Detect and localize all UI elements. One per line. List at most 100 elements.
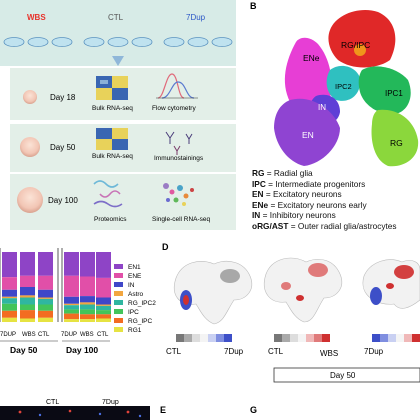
d-map-ctl-7dup <box>174 261 253 325</box>
c-bar-segment <box>80 304 95 310</box>
g-day50-box <box>273 367 420 383</box>
c-bar-segment <box>38 310 53 318</box>
group-label-wbs: WBS <box>27 13 46 22</box>
assay-label-flow-cytometry: Flow cytometry <box>152 105 196 112</box>
organoid-day50 <box>20 137 40 157</box>
c-bar-segment <box>38 317 53 322</box>
cluster-small-orange <box>354 44 366 56</box>
c-bar-segment <box>80 309 95 315</box>
c-bar-segment <box>2 277 17 290</box>
c-group-label-50: Day 50 <box>10 345 38 355</box>
legend-row-en: EN = Excitatory neurons <box>252 189 342 200</box>
bulk-rnaseq-heatmap-2 <box>96 128 128 150</box>
legend-row-rg: RG = Radial glia <box>252 168 313 178</box>
cluster-ipc1 <box>358 66 411 115</box>
c-bar-segment <box>2 289 17 297</box>
g-day50-label: Day 50 <box>330 371 356 380</box>
c-xtick-100-ctl: CTL <box>97 332 109 338</box>
d-scale-2-left: CTL <box>268 347 284 356</box>
assay-label-proteomics: Proteomics <box>94 216 127 223</box>
legend-row-ene: ENe = Excitatory neurons early <box>252 199 367 210</box>
scrna-mini-umap <box>163 183 194 206</box>
cluster-en <box>274 98 340 166</box>
stage-box-day100 <box>10 174 236 230</box>
c-legend-swatch-ene <box>114 273 123 278</box>
c-bar-segment <box>64 313 79 320</box>
assay-label-immunostainings: Immunostainings <box>154 155 204 162</box>
d-scale-2-right: WBS <box>320 349 338 358</box>
c-legend-swatch-en1 <box>114 264 123 269</box>
flow-cytometry-plot <box>156 73 198 99</box>
c-bar-segment <box>96 297 111 305</box>
panel-b-letter: B <box>250 1 257 11</box>
c-bar-segment <box>64 319 79 322</box>
panel-d: D CTL 7Dup <box>162 242 420 358</box>
c-bar-segment <box>96 304 111 306</box>
c-bar-segment <box>38 297 53 299</box>
c-bar-segment <box>80 302 95 305</box>
c-xtick-50-7dup: 7DUP <box>0 332 16 338</box>
c-legend-swatch-in <box>114 282 123 287</box>
stage-day18-label: Day 18 <box>50 93 76 102</box>
proteomics-icon <box>93 180 123 208</box>
d-map-ctl-wbs <box>264 257 343 323</box>
c-bar-segment <box>2 317 17 322</box>
c-legend-rg-ipc: RG_IPC <box>128 318 153 325</box>
organoid-day100 <box>17 187 43 213</box>
c-legend-en1: EN1 <box>128 264 141 271</box>
cluster-label-en: EN <box>302 130 314 140</box>
c-bar-segment <box>64 296 79 304</box>
c-legend-astro: Astro <box>128 291 144 298</box>
c-bar-segment <box>38 252 53 276</box>
group-label-ctl: CTL <box>108 13 124 22</box>
c-legend-swatch-astro <box>114 291 123 296</box>
c-bar-segment <box>80 296 95 303</box>
panel-b-legend: RG = Radial glia IPC = Intermediate prog… <box>252 168 420 232</box>
cluster-rg <box>371 109 419 167</box>
panel-e: CTL 7Dup <box>0 399 150 420</box>
legend-row-ipc: IPC = Intermediate progenitors <box>252 178 366 189</box>
immunostaining-icons <box>165 131 193 155</box>
c-bar-segment <box>2 298 17 304</box>
c-bar-segment <box>96 305 111 311</box>
c-bar-segment <box>20 318 35 322</box>
c-legend-rg-ipc2: RG_IPC2 <box>128 300 156 307</box>
c-bar-segment <box>96 314 111 319</box>
c-bar-segment <box>80 276 95 297</box>
c-bar-segment <box>96 318 111 322</box>
panel-b: B ENe RG/IPC IPC2 IPC1 IN EN RG <box>250 1 419 167</box>
d-scale-3-left: 7Dup <box>364 347 384 356</box>
d-map-7dup <box>362 259 420 309</box>
d-scale-2 <box>274 334 330 342</box>
c-bar-segment <box>64 309 79 314</box>
c-bar-segment <box>2 252 17 278</box>
cluster-label-ene: ENe <box>303 53 320 63</box>
c-bar-segment <box>20 310 35 319</box>
c-bar-segment <box>96 252 111 278</box>
assay-label-bulk-rnaseq-1: Bulk RNA-seq <box>92 105 133 112</box>
panel-e-letter: E <box>160 405 166 415</box>
stage-day100-label: Day 100 <box>48 196 78 205</box>
down-arrow <box>112 56 124 66</box>
c-xtick-100-wbs: WBS <box>80 332 94 338</box>
c-bar-segment <box>2 296 17 299</box>
c-bar-segment <box>80 319 95 322</box>
cluster-ene <box>284 37 332 107</box>
c-bar-segment <box>64 275 79 297</box>
c-bar-segment <box>20 295 35 298</box>
cluster-label-in: IN <box>318 103 326 112</box>
assay-label-bulk-rnaseq-2: Bulk RNA-seq <box>92 153 133 160</box>
group-label-7dup: 7Dup <box>186 13 206 22</box>
assay-label-scrna: Single-cell RNA-seq <box>152 216 211 223</box>
c-legend-rg1: RG1 <box>128 327 142 334</box>
c-legend-ipc: IPC <box>128 309 139 316</box>
c-bar-segment <box>20 297 35 305</box>
c-group-label-100: Day 100 <box>66 345 98 355</box>
panel-a-top-band <box>0 0 236 66</box>
c-legend-swatch-ipc <box>114 309 123 314</box>
d-scale-3 <box>372 334 420 342</box>
c-bar-segment <box>20 304 35 311</box>
cluster-rg-ipc <box>328 10 396 68</box>
panel-d-letter: D <box>162 242 169 252</box>
